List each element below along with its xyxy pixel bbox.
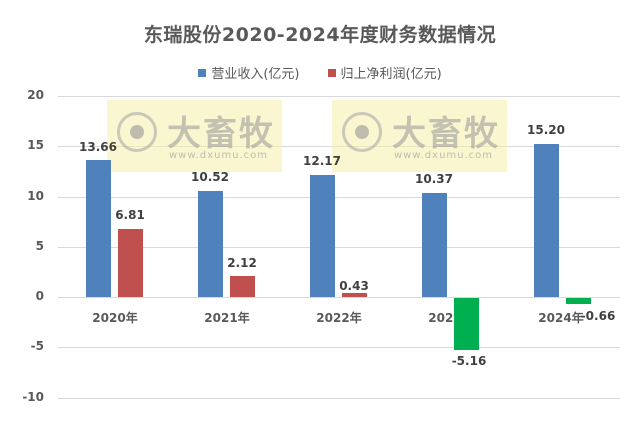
value-label-revenue-2022: 12.17 [303,154,341,168]
watermark-url: www.dxumu.com [169,150,269,161]
legend-item-revenue[interactable]: 营业收入(亿元) [198,63,300,82]
y-tick: -5 [30,339,44,353]
legend-swatch-revenue-icon [198,68,207,77]
gridline-20 [58,96,620,97]
bar-revenue-2022[interactable] [310,175,335,297]
x-label-2021: 2021年 [204,311,250,325]
legend-label-profit: 归上净利润(亿元) [340,67,442,82]
bar-revenue-2020[interactable] [86,160,111,297]
watermark-text: 大畜牧 [392,114,500,154]
gridline-0 [58,297,620,298]
value-label-revenue-2020: 13.66 [79,140,117,154]
watermark: 大畜牧 www.dxumu.com [332,100,507,172]
x-label-2024: 2024年 [538,311,584,325]
chart-title: 东瑞股份2020-2024年度财务数据情况 [143,24,497,46]
legend-label-revenue: 营业收入(亿元) [211,67,300,82]
legend: 营业收入(亿元) 归上净利润(亿元) [0,63,640,82]
y-tick: 0 [35,289,44,303]
gridline-neg10 [58,398,620,399]
y-tick: -10 [22,390,44,404]
bar-revenue-2024[interactable] [534,144,559,297]
bar-revenue-2023[interactable] [422,193,447,297]
value-label-profit-2023: -5.16 [451,354,487,368]
legend-swatch-profit-icon [327,68,336,77]
gridline-10 [58,197,620,198]
gridline-5 [58,247,620,248]
watermark-text: 大畜牧 [167,114,275,154]
value-label-profit-2022: 0.43 [339,279,369,293]
watermark-logo-icon [117,112,157,152]
x-label-2023: 2023年 [428,311,474,325]
gridline-neg5 [58,347,620,348]
value-label-profit-2020: 6.81 [115,208,145,222]
watermark-logo-icon [342,112,382,152]
bar-profit-2024[interactable] [566,298,591,304]
legend-item-profit[interactable]: 归上净利润(亿元) [327,63,442,82]
y-tick: 20 [27,88,44,102]
y-tick: 15 [27,138,44,152]
bar-profit-2023[interactable] [454,298,479,350]
value-label-revenue-2024: 15.20 [527,123,565,137]
bar-profit-2022[interactable] [342,293,367,297]
value-label-profit-2024: -0.66 [580,309,616,323]
x-label-2022: 2022年 [316,311,362,325]
value-label-revenue-2023: 10.37 [415,172,453,186]
y-tick: 10 [27,189,44,203]
value-label-revenue-2021: 10.52 [191,170,229,184]
bar-profit-2021[interactable] [230,276,255,297]
x-label-2020: 2020年 [92,311,138,325]
watermark-url: www.dxumu.com [394,150,494,161]
y-tick: 5 [35,239,44,253]
watermark: 大畜牧 www.dxumu.com [107,100,282,172]
value-label-profit-2021: 2.12 [227,256,257,270]
bar-profit-2020[interactable] [118,229,143,297]
bar-revenue-2021[interactable] [198,191,223,297]
